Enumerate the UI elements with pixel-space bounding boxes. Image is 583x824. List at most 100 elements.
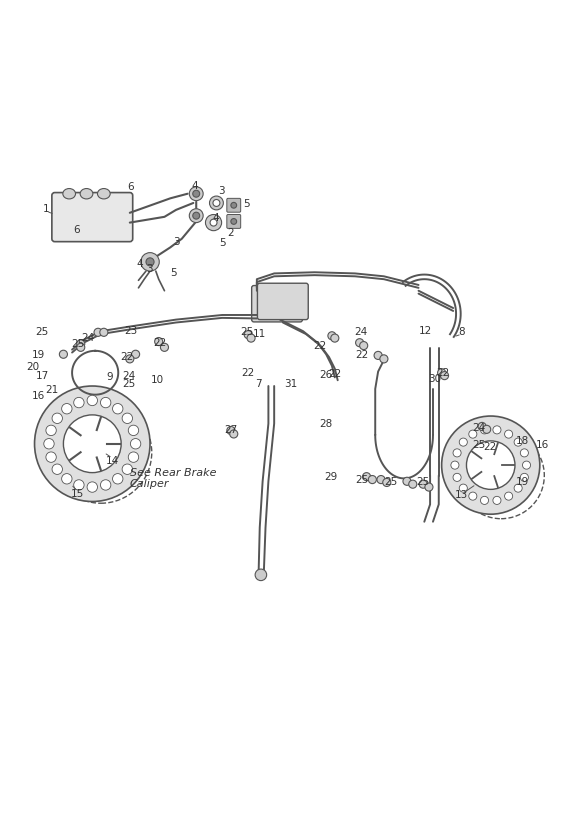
- Text: 25: 25: [384, 477, 398, 488]
- Circle shape: [478, 423, 486, 430]
- Text: 27: 27: [224, 425, 237, 435]
- Circle shape: [209, 196, 223, 210]
- Circle shape: [520, 449, 528, 457]
- Text: 24: 24: [82, 333, 95, 343]
- Text: 24: 24: [472, 424, 485, 433]
- Circle shape: [122, 464, 132, 475]
- Text: 18: 18: [516, 436, 529, 446]
- Circle shape: [77, 344, 85, 351]
- Circle shape: [380, 355, 388, 363]
- Circle shape: [480, 426, 489, 434]
- Circle shape: [382, 479, 391, 486]
- Circle shape: [205, 214, 222, 231]
- Circle shape: [466, 441, 515, 489]
- Circle shape: [453, 449, 461, 457]
- FancyBboxPatch shape: [227, 214, 241, 228]
- Text: 19: 19: [32, 350, 45, 360]
- Circle shape: [210, 219, 217, 226]
- Circle shape: [374, 351, 382, 359]
- Text: 22: 22: [120, 352, 134, 362]
- Circle shape: [522, 461, 531, 469]
- Circle shape: [255, 569, 266, 581]
- Circle shape: [77, 339, 85, 348]
- Circle shape: [504, 492, 512, 500]
- Circle shape: [459, 438, 468, 446]
- Circle shape: [469, 430, 477, 438]
- Circle shape: [132, 350, 140, 358]
- Text: 3: 3: [217, 186, 224, 196]
- Circle shape: [409, 480, 417, 489]
- Circle shape: [520, 473, 528, 481]
- Text: 25: 25: [122, 379, 135, 389]
- Circle shape: [59, 350, 68, 358]
- Text: 28: 28: [319, 419, 333, 428]
- Text: 25: 25: [355, 475, 368, 485]
- Circle shape: [46, 452, 57, 462]
- Circle shape: [189, 187, 203, 201]
- Text: 22: 22: [241, 368, 255, 377]
- Text: 3: 3: [146, 264, 153, 274]
- Circle shape: [425, 483, 433, 491]
- Circle shape: [46, 425, 57, 436]
- Circle shape: [493, 496, 501, 504]
- Text: 15: 15: [71, 489, 85, 499]
- Text: 4: 4: [137, 260, 143, 269]
- FancyBboxPatch shape: [52, 193, 133, 241]
- Circle shape: [131, 438, 141, 449]
- Circle shape: [469, 492, 477, 500]
- Circle shape: [453, 473, 461, 481]
- Circle shape: [230, 430, 238, 438]
- Ellipse shape: [97, 189, 110, 199]
- Text: 3: 3: [173, 237, 180, 247]
- Text: 9: 9: [106, 372, 113, 382]
- Circle shape: [377, 475, 385, 484]
- Circle shape: [451, 461, 459, 469]
- Text: 19: 19: [516, 477, 529, 488]
- Text: 2: 2: [227, 228, 234, 238]
- Circle shape: [52, 413, 62, 424]
- Text: 29: 29: [324, 471, 338, 482]
- Ellipse shape: [80, 189, 93, 199]
- Text: 22: 22: [314, 341, 327, 351]
- Circle shape: [213, 199, 220, 207]
- Text: 4: 4: [212, 213, 219, 223]
- Text: 30: 30: [428, 373, 441, 383]
- Circle shape: [189, 208, 203, 222]
- Circle shape: [328, 332, 336, 339]
- Text: 14: 14: [106, 456, 119, 466]
- Circle shape: [480, 496, 489, 504]
- Circle shape: [363, 473, 371, 480]
- Text: 22: 22: [436, 368, 449, 377]
- Text: 5: 5: [170, 269, 177, 279]
- Text: 7: 7: [255, 379, 261, 389]
- Circle shape: [126, 355, 134, 363]
- Circle shape: [368, 475, 377, 484]
- Circle shape: [73, 397, 84, 408]
- Text: 25: 25: [240, 327, 253, 337]
- Circle shape: [100, 397, 111, 408]
- Circle shape: [231, 203, 237, 208]
- Circle shape: [493, 426, 501, 434]
- Text: 22: 22: [153, 338, 167, 348]
- Text: 25: 25: [36, 327, 48, 337]
- Circle shape: [193, 190, 200, 197]
- Ellipse shape: [63, 189, 76, 199]
- Text: 31: 31: [284, 379, 297, 389]
- Text: See Rear Brake
Caliper: See Rear Brake Caliper: [130, 467, 216, 489]
- FancyBboxPatch shape: [258, 283, 308, 320]
- Circle shape: [62, 404, 72, 414]
- Text: 6: 6: [128, 182, 134, 192]
- Text: 22: 22: [355, 350, 368, 360]
- FancyBboxPatch shape: [252, 286, 303, 322]
- FancyBboxPatch shape: [227, 199, 241, 213]
- Text: 6: 6: [73, 225, 80, 235]
- Circle shape: [113, 474, 123, 484]
- Circle shape: [360, 342, 368, 349]
- Text: 4: 4: [191, 180, 198, 190]
- Text: 8: 8: [459, 327, 465, 337]
- Circle shape: [128, 452, 139, 462]
- Circle shape: [100, 480, 111, 490]
- Text: 5: 5: [243, 199, 250, 209]
- Circle shape: [227, 427, 235, 434]
- Text: 21: 21: [45, 385, 58, 395]
